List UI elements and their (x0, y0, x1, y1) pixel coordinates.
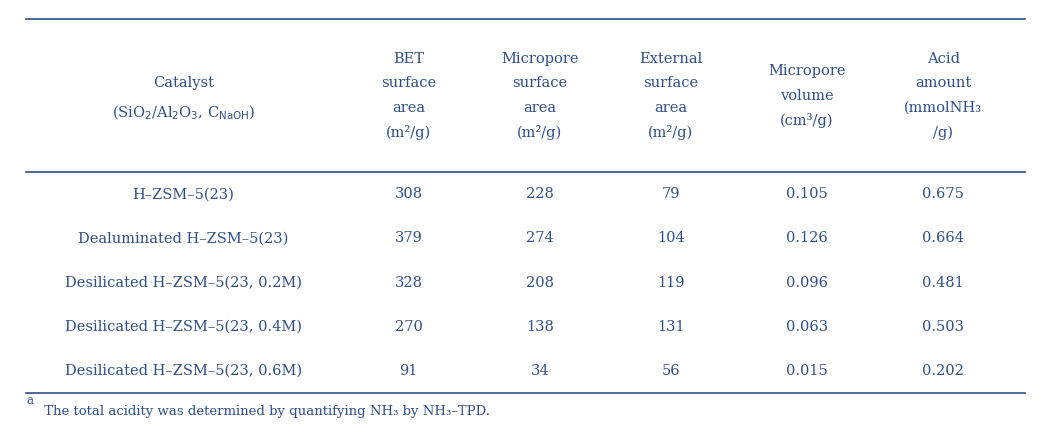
Text: 328: 328 (395, 276, 422, 289)
Text: 0.481: 0.481 (922, 276, 964, 289)
Text: 0.096: 0.096 (786, 276, 828, 289)
Text: H–ZSM–5(23): H–ZSM–5(23) (132, 187, 235, 201)
Text: 0.105: 0.105 (786, 187, 828, 201)
Text: 379: 379 (395, 232, 422, 245)
Text: 0.063: 0.063 (786, 320, 828, 334)
Text: 0.503: 0.503 (922, 320, 964, 334)
Text: Desilicated H–ZSM–5(23, 0.2M): Desilicated H–ZSM–5(23, 0.2M) (65, 276, 302, 289)
Text: (m²/g): (m²/g) (648, 125, 694, 140)
Text: BET: BET (393, 52, 424, 65)
Text: (m²/g): (m²/g) (386, 125, 432, 140)
Text: Micropore: Micropore (768, 64, 846, 78)
Text: 208: 208 (526, 276, 553, 289)
Text: 91: 91 (399, 364, 418, 378)
Text: area: area (392, 101, 425, 115)
Text: 0.664: 0.664 (922, 232, 964, 245)
Text: 56: 56 (661, 364, 680, 378)
Text: Dealuminated H–ZSM–5(23): Dealuminated H–ZSM–5(23) (79, 232, 288, 245)
Text: volume: volume (780, 89, 834, 102)
Text: area: area (654, 101, 687, 115)
Text: 104: 104 (657, 232, 684, 245)
Text: Catalyst: Catalyst (153, 76, 214, 90)
Text: Desilicated H–ZSM–5(23, 0.6M): Desilicated H–ZSM–5(23, 0.6M) (65, 364, 302, 378)
Text: 0.202: 0.202 (922, 364, 964, 378)
Text: surface: surface (381, 76, 436, 90)
Text: 34: 34 (530, 364, 549, 378)
Text: The total acidity was determined by quantifying NH₃ by NH₃–TPD.: The total acidity was determined by quan… (40, 405, 489, 418)
Text: /g): /g) (933, 125, 954, 140)
Text: 270: 270 (395, 320, 422, 334)
Text: 131: 131 (657, 320, 684, 334)
Text: 308: 308 (395, 187, 422, 201)
Text: 138: 138 (526, 320, 553, 334)
Text: 228: 228 (526, 187, 553, 201)
Text: 0.675: 0.675 (922, 187, 964, 201)
Text: a: a (26, 394, 34, 407)
Text: 79: 79 (661, 187, 680, 201)
Text: surface: surface (512, 76, 567, 90)
Text: surface: surface (643, 76, 698, 90)
Text: Acid: Acid (926, 52, 960, 65)
Text: Desilicated H–ZSM–5(23, 0.4M): Desilicated H–ZSM–5(23, 0.4M) (65, 320, 302, 334)
Text: (SiO$_2$/Al$_2$O$_3$, C$_\mathrm{NaOH}$): (SiO$_2$/Al$_2$O$_3$, C$_\mathrm{NaOH}$) (112, 104, 255, 122)
Text: area: area (523, 101, 556, 115)
Text: (mmolNH₃: (mmolNH₃ (904, 101, 982, 115)
Text: 119: 119 (657, 276, 684, 289)
Text: 0.015: 0.015 (786, 364, 828, 378)
Text: 0.126: 0.126 (786, 232, 828, 245)
Text: (m²/g): (m²/g) (517, 125, 563, 140)
Text: amount: amount (915, 76, 971, 90)
Text: Micropore: Micropore (501, 52, 578, 65)
Text: (cm³/g): (cm³/g) (780, 113, 834, 128)
Text: External: External (639, 52, 702, 65)
Text: 274: 274 (526, 232, 553, 245)
